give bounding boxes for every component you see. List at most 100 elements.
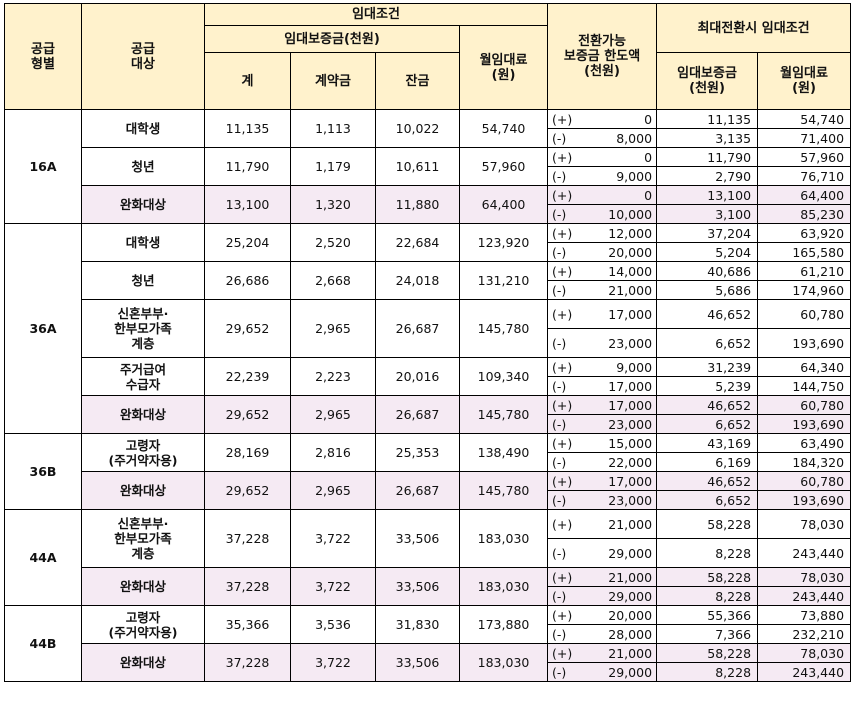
convertible-limit: (-) 29,000 <box>547 538 658 568</box>
table-body: 16A 대학생 11,135 1,113 10,022 54,740 (+) 0 11,135 5… <box>4 109 852 682</box>
convertible-limit: (+) 12,000 <box>547 223 658 243</box>
max-rent: 64,400 <box>757 185 852 205</box>
balance: 31,830 <box>375 605 460 644</box>
max-deposit: 6,652 <box>656 414 759 434</box>
table-row: 44B 고령자 (주거약자용) 35,366 3,536 31,830 173,880 (+… <box>4 605 852 682</box>
supply-target: 청년 <box>81 147 205 186</box>
table-row: 16A 대학생 11,135 1,113 10,022 54,740 (+) 0 11,135 5… <box>4 109 852 224</box>
max-rent: 64,340 <box>757 357 852 377</box>
header-convertible-limit: 전환가능 보증금 한도액 (천원) <box>547 3 658 110</box>
amount: 0 <box>644 187 653 203</box>
supply-target: 대학생 <box>81 109 205 148</box>
table-row: 주거급여 수급자 22,239 2,223 20,016 109,340 (+) 9,000… <box>5 357 852 396</box>
amount: 29,000 <box>608 545 653 561</box>
table-row: 완화대상 37,228 3,722 33,506 183,030 (+) 21,000 58,… <box>5 567 852 606</box>
supply-target: 대학생 <box>81 223 205 262</box>
header-deposit: 임대보증금(천원) <box>204 25 460 53</box>
table-row: (-) 23,000 6,652 193,690 <box>5 490 852 510</box>
convertible-limit: (-) 23,000 <box>547 490 658 510</box>
convertible-limit: (-) 29,000 <box>547 586 658 606</box>
contract-deposit: 2,520 <box>290 223 376 262</box>
header-max-conversion: 최대전환시 임대조건 <box>656 3 852 53</box>
max-deposit: 58,228 <box>656 509 759 539</box>
max-deposit: 11,135 <box>656 109 759 129</box>
convertible-limit: (+) 21,000 <box>547 643 658 663</box>
sign: (-) <box>552 545 567 561</box>
balance: 26,687 <box>375 395 460 434</box>
amount: 0 <box>644 111 653 127</box>
max-deposit: 5,204 <box>656 242 759 262</box>
deposit-total: 37,228 <box>204 509 291 568</box>
amount: 8,000 <box>616 130 653 146</box>
supply-type: 36A <box>4 223 82 434</box>
convertible-limit: (+) 17,000 <box>547 395 658 415</box>
amount: 15,000 <box>608 435 653 451</box>
supply-type: 36B <box>4 433 82 510</box>
sign: (-) <box>552 664 567 680</box>
sign: (-) <box>552 454 567 470</box>
amount: 17,000 <box>608 378 653 394</box>
table-row: 완화대상 13,100 1,320 11,880 64,400 (+) 0 13,100 64,… <box>5 185 852 224</box>
convertible-limit: (-) 8,000 <box>547 128 658 148</box>
amount: 29,000 <box>608 588 653 604</box>
table-row: 완화대상 29,652 2,965 26,687 145,780 (+) 17,000 46,… <box>5 395 852 434</box>
supply-target: 청년 <box>81 261 205 300</box>
sign: (-) <box>552 244 567 260</box>
max-rent: 60,780 <box>757 299 852 329</box>
max-rent: 144,750 <box>757 376 852 396</box>
amount: 28,000 <box>608 626 653 642</box>
table-row: (-) 29,000 8,228 243,440 <box>5 538 852 568</box>
header-contract-deposit: 계약금 <box>290 52 376 110</box>
deposit-total: 11,790 <box>204 147 291 186</box>
balance: 25,353 <box>375 433 460 472</box>
balance: 24,018 <box>375 261 460 300</box>
deposit-total: 29,652 <box>204 395 291 434</box>
deposit-total: 22,239 <box>204 357 291 396</box>
deposit-total: 37,228 <box>204 643 291 682</box>
max-deposit: 3,135 <box>656 128 759 148</box>
deposit-total: 11,135 <box>204 109 291 148</box>
supply-target: 주거급여 수급자 <box>81 357 205 396</box>
convertible-limit: (-) 9,000 <box>547 166 658 186</box>
table-row: 신혼부부· 한부모가족 계층 29,652 2,965 26,687 145,780 (+… <box>5 299 852 358</box>
max-rent: 76,710 <box>757 166 852 186</box>
contract-deposit: 1,113 <box>290 109 376 148</box>
contract-deposit: 1,320 <box>290 185 376 224</box>
table-row: (-) 10,000 3,100 85,230 <box>5 204 852 224</box>
convertible-limit: (-) 10,000 <box>547 204 658 224</box>
table-row: (-) 17,000 5,239 144,750 <box>5 376 852 396</box>
sign: (-) <box>552 588 567 604</box>
convertible-limit: (-) 20,000 <box>547 242 658 262</box>
header-balance: 잔금 <box>375 52 460 110</box>
deposit-total: 25,204 <box>204 223 291 262</box>
amount: 17,000 <box>608 473 653 489</box>
max-deposit: 5,239 <box>656 376 759 396</box>
table-row: 완화대상 29,652 2,965 26,687 145,780 (+) 17,000 46,… <box>5 471 852 510</box>
amount: 17,000 <box>608 306 653 322</box>
max-rent: 71,400 <box>757 128 852 148</box>
convertible-limit: (+) 15,000 <box>547 433 658 453</box>
amount: 23,000 <box>608 492 653 508</box>
max-deposit: 37,204 <box>656 223 759 243</box>
table-row: 완화대상 37,228 3,722 33,506 183,030 (+) 21,000 58,… <box>5 643 852 682</box>
contract-deposit: 3,722 <box>290 643 376 682</box>
max-rent: 85,230 <box>757 204 852 224</box>
monthly-rent: 183,030 <box>458 509 549 568</box>
supply-type: 16A <box>4 109 82 224</box>
max-deposit: 46,652 <box>656 471 759 491</box>
contract-deposit: 1,179 <box>290 147 376 186</box>
balance: 33,506 <box>375 509 460 568</box>
max-rent: 243,440 <box>757 662 852 682</box>
contract-deposit: 2,965 <box>290 299 376 358</box>
supply-type: 44B <box>4 605 82 682</box>
sign: (+) <box>552 111 573 127</box>
sign: (+) <box>552 645 573 661</box>
monthly-rent: 173,880 <box>458 605 549 644</box>
sign: (+) <box>552 359 573 375</box>
sign: (-) <box>552 416 567 432</box>
sign: (+) <box>552 607 573 623</box>
amount: 17,000 <box>608 397 653 413</box>
amount: 23,000 <box>608 416 653 432</box>
max-deposit: 58,228 <box>656 643 759 663</box>
amount: 22,000 <box>608 454 653 470</box>
